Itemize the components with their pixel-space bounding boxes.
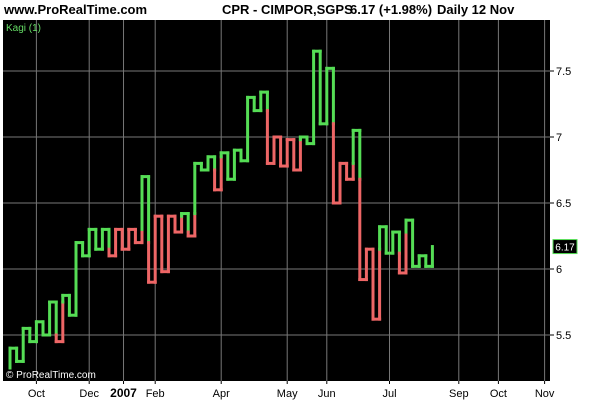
price-change: 6.17 (+1.98%)	[350, 2, 433, 17]
x-tick-label: Oct	[490, 388, 507, 400]
y-tick-label: 6	[556, 264, 562, 276]
x-tick-label: Jun	[318, 388, 336, 400]
x-tick-label: Nov	[535, 388, 555, 400]
symbol-title: CPR - CIMPOR,SGPS	[222, 2, 353, 17]
chart-header: www.ProRealTime.com CPR - CIMPOR,SGPS 6.…	[0, 0, 600, 20]
y-tick-label: 7	[556, 132, 562, 144]
period-date: Daily 12 Nov	[437, 2, 515, 17]
x-tick-label: Oct	[28, 388, 45, 400]
last-value-label: 6.17	[555, 243, 575, 254]
copyright: © ProRealTime.com	[6, 370, 96, 381]
x-axis: Oct Dec 2007 Feb Apr May Jun Jul Sep Oct Nov	[28, 381, 555, 400]
plot-area	[3, 20, 550, 381]
indicator-label: Kagi (1)	[6, 23, 41, 34]
x-tick-label: Apr	[213, 388, 230, 400]
y-axis: 5.5 6 6.5 7 7.5	[550, 66, 571, 342]
x-tick-label: Sep	[449, 388, 469, 400]
y-tick-label: 6.5	[556, 198, 571, 210]
x-tick-label: May	[277, 388, 298, 400]
site-name[interactable]: www.ProRealTime.com	[4, 2, 148, 17]
y-tick-label: 7.5	[556, 66, 571, 78]
x-tick-label: Feb	[146, 388, 165, 400]
y-tick-label: 5.5	[556, 330, 571, 342]
kagi-lines	[8, 49, 434, 370]
x-tick-label: Jul	[382, 388, 396, 400]
x-tick-label: Dec	[79, 388, 99, 400]
last-value-box	[552, 239, 578, 255]
last-value-marker: 6.17	[552, 239, 578, 255]
x-tick-label: 2007	[110, 386, 137, 400]
